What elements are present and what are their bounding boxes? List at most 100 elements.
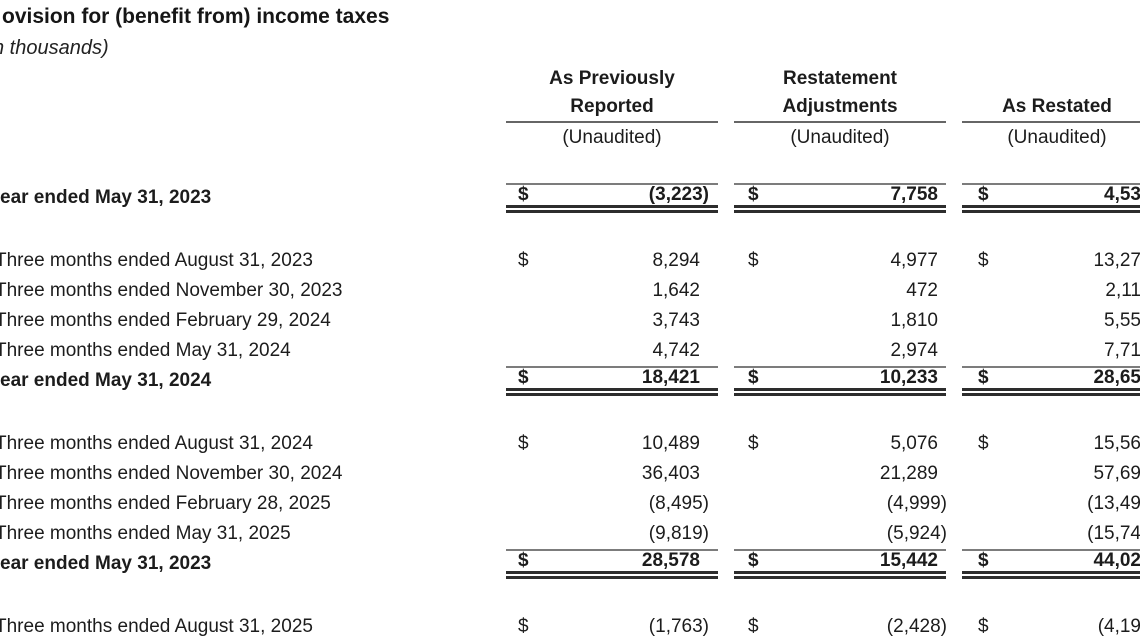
amount-cell: $8,294 — [506, 246, 718, 276]
year-total-row: ear ended May 31, 2024 $18,421 $10,233 $28,… — [0, 366, 1140, 396]
currency-symbol: $ — [978, 550, 989, 571]
currency-symbol: $ — [518, 433, 529, 454]
quarter-row: Three months ended February 28, 2025 (8,4… — [0, 489, 1140, 519]
amount-cell: 21,289 — [734, 459, 946, 489]
currency-symbol: $ — [748, 433, 759, 454]
row-label: Three months ended February 28, 2025 — [0, 493, 331, 514]
currency-symbol: $ — [748, 184, 759, 205]
amount-cell: $7,758 — [734, 183, 946, 213]
row-label: Three months ended May 31, 2025 — [0, 523, 291, 544]
column-header-line2: As Restated — [962, 95, 1140, 123]
amount-cell: $13,27 — [962, 246, 1140, 276]
amount-cell: $15,56 — [962, 429, 1140, 459]
currency-symbol: $ — [748, 367, 759, 388]
amount-cell: $10,489 — [506, 429, 718, 459]
page-title: ovision for (benefit from) income taxes — [2, 5, 390, 28]
column-header-restatement-adjustments: Restatement Adjustments (Unaudited) — [734, 66, 946, 151]
amount-cell: $ (4,19 — [962, 612, 1140, 641]
amount-cell: $10,233 — [734, 366, 946, 396]
amount-cell: (8,495) — [506, 489, 718, 519]
amount-cell: 7,71 — [962, 336, 1140, 366]
amount-value: 1,642 — [652, 280, 700, 301]
currency-symbol: $ — [978, 184, 989, 205]
currency-symbol: $ — [978, 367, 989, 388]
amount-value: (3,223) — [648, 184, 709, 205]
amount-cell: $4,53 — [962, 183, 1140, 213]
amount-value: 7,71 — [1104, 340, 1140, 361]
amount-value: (5,924) — [886, 523, 947, 544]
currency-symbol: $ — [518, 550, 529, 571]
amount-value: 15,442 — [879, 550, 938, 571]
currency-symbol: $ — [518, 367, 529, 388]
amount-value: 4,53 — [1104, 184, 1140, 205]
amount-cell: $ (2,428) — [734, 612, 947, 641]
amount-value: 2,974 — [890, 340, 938, 361]
amount-cell: (9,819) — [506, 519, 718, 549]
currency-symbol: $ — [748, 250, 759, 271]
amount-cell: $ (1,763) — [506, 612, 718, 641]
row-label: Three months ended May 31, 2024 — [0, 340, 291, 361]
amount-value: 15,56 — [1093, 433, 1140, 454]
amount-cell: 5,55 — [962, 306, 1140, 336]
row-label: Three months ended February 29, 2024 — [0, 310, 331, 331]
amount-value: 21,289 — [879, 463, 938, 484]
year-total-row: ear ended May 31, 2023 $28,578 $15,442 $44,… — [0, 549, 1140, 579]
amount-value: 2,11 — [1105, 280, 1140, 301]
currency-symbol: $ — [978, 250, 989, 271]
amount-cell: (4,999) — [734, 489, 947, 519]
amount-value: 44,02 — [1093, 550, 1140, 571]
amount-value: (1,763) — [648, 616, 709, 637]
currency-symbol: $ — [518, 184, 529, 205]
amount-value: 5,076 — [890, 433, 938, 454]
amount-value: 472 — [906, 280, 938, 301]
quarter-row: Three months ended February 29, 2024 3,74… — [0, 306, 1140, 336]
amount-value: 28,65 — [1093, 367, 1140, 388]
amount-value: 13,27 — [1093, 250, 1140, 271]
column-header-line2: Reported — [506, 95, 718, 123]
quarter-row: Three months ended May 31, 2024 4,742 2,97… — [0, 336, 1140, 366]
amount-value: (13,49 — [1087, 493, 1140, 514]
column-header-as-restated: As Restated (Unaudited) — [962, 66, 1140, 151]
amount-value: (9,819) — [648, 523, 709, 544]
amount-cell: 472 — [734, 276, 946, 306]
amount-cell: $5,076 — [734, 429, 946, 459]
year-total-row: ear ended May 31, 2023 $ (3,223) $7,758 $4,5… — [0, 183, 1140, 213]
amount-cell: (15,74 — [962, 519, 1140, 549]
amount-cell: 1,810 — [734, 306, 946, 336]
amount-value: (4,19 — [1097, 616, 1140, 637]
row-label: Three months ended August 31, 2023 — [0, 250, 313, 271]
amount-cell: 57,69 — [962, 459, 1140, 489]
currency-symbol: $ — [518, 250, 529, 271]
row-label: Three months ended November 30, 2023 — [0, 280, 343, 301]
currency-symbol: $ — [518, 616, 529, 637]
amount-cell: $18,421 — [506, 366, 718, 396]
amount-cell: 1,642 — [506, 276, 718, 306]
column-header-line1: As Previously — [549, 68, 675, 89]
amount-value: 18,421 — [641, 367, 700, 388]
amount-cell: $44,02 — [962, 549, 1140, 579]
amount-value: 36,403 — [641, 463, 700, 484]
row-label: ear ended May 31, 2024 — [0, 370, 212, 391]
currency-symbol: $ — [748, 616, 759, 637]
amount-cell: $ (3,223) — [506, 183, 718, 213]
row-label: ear ended May 31, 2023 — [0, 187, 212, 208]
page-subtitle: n thousands) — [0, 37, 109, 59]
column-header-as-previously-reported: As Previously Reported (Unaudited) — [506, 66, 718, 151]
amount-value: 8,294 — [652, 250, 700, 271]
row-label: Three months ended August 31, 2025 — [0, 616, 313, 637]
currency-symbol: $ — [748, 550, 759, 571]
row-label: ear ended May 31, 2023 — [0, 553, 212, 574]
amount-cell: 36,403 — [506, 459, 718, 489]
amount-value: (2,428) — [886, 616, 947, 637]
amount-value: 10,489 — [641, 433, 700, 454]
quarter-row: Three months ended August 31, 2025 $ (1,76… — [0, 612, 1140, 641]
amount-cell: 2,974 — [734, 336, 946, 366]
quarter-row: Three months ended May 31, 2025 (9,819) (5… — [0, 519, 1140, 549]
amount-cell: (13,49 — [962, 489, 1140, 519]
table-header: As Previously Reported (Unaudited) Resta… — [0, 66, 1140, 186]
row-label: Three months ended November 30, 2024 — [0, 463, 343, 484]
quarter-row: Three months ended August 31, 2024 $10,48… — [0, 429, 1140, 459]
amount-cell: $28,65 — [962, 366, 1140, 396]
amount-value: 3,743 — [652, 310, 700, 331]
